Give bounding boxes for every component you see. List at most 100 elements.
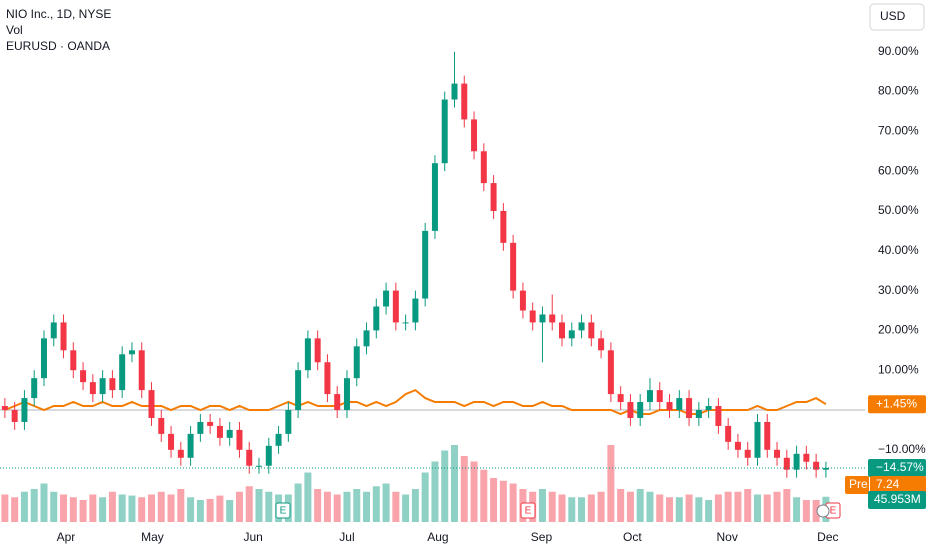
volume-bar bbox=[656, 494, 664, 522]
candle-body bbox=[705, 406, 712, 411]
premarket-tag bbox=[845, 476, 869, 494]
candle-body bbox=[461, 83, 468, 120]
volume-bar bbox=[50, 491, 58, 522]
candle-body bbox=[353, 346, 360, 379]
volume-bar bbox=[187, 497, 195, 522]
candle-body bbox=[187, 433, 194, 458]
candle-body bbox=[510, 242, 517, 291]
compare-last: +1.45% bbox=[876, 396, 917, 410]
candle-body bbox=[275, 433, 282, 446]
candle-body bbox=[500, 210, 507, 243]
candle-body bbox=[343, 378, 350, 411]
volume-bar bbox=[636, 489, 644, 522]
volume-bar bbox=[480, 469, 488, 522]
candle-body bbox=[109, 378, 116, 391]
currency-button[interactable] bbox=[869, 3, 925, 31]
currency[interactable]: USD bbox=[880, 9, 906, 23]
volume-bar bbox=[753, 494, 761, 522]
volume-last: 45.953M bbox=[874, 492, 921, 506]
candle-body bbox=[529, 310, 536, 323]
earnings-label[interactable]: E bbox=[280, 506, 287, 517]
volume-bar bbox=[304, 472, 312, 522]
x-tick-label: Jun bbox=[243, 530, 262, 544]
close-last-badge bbox=[868, 459, 926, 478]
y-tick-label: 50.00% bbox=[878, 203, 919, 217]
candle-body bbox=[256, 465, 263, 467]
candle-body bbox=[207, 421, 214, 426]
volume-bar bbox=[587, 494, 595, 522]
candle-body bbox=[627, 402, 634, 418]
candle-body bbox=[295, 370, 302, 411]
candle-body bbox=[392, 290, 399, 323]
candle-body bbox=[451, 83, 458, 100]
y-tick-label: 80.00% bbox=[878, 84, 919, 98]
candle-body bbox=[148, 390, 155, 418]
earnings-label[interactable]: E bbox=[525, 506, 532, 517]
y-tick-label: −10.00% bbox=[878, 442, 926, 456]
volume-bar bbox=[773, 491, 781, 522]
candle-body bbox=[80, 370, 87, 383]
y-tick-label: 90.00% bbox=[878, 44, 919, 58]
volume-bar bbox=[538, 489, 546, 522]
x-tick-label: Dec bbox=[817, 530, 838, 544]
compare-last-badge bbox=[868, 395, 926, 414]
candle-body bbox=[568, 330, 575, 339]
volume-bar bbox=[333, 494, 341, 522]
candle-body bbox=[158, 417, 165, 434]
volume-bar bbox=[617, 489, 625, 522]
volume-bar bbox=[353, 489, 361, 522]
volume-bar bbox=[744, 489, 752, 522]
earnings-marker[interactable] bbox=[275, 502, 291, 519]
volume-bar bbox=[69, 497, 77, 522]
y-tick-label: 20.00% bbox=[878, 323, 919, 337]
volume-bar bbox=[30, 489, 38, 522]
candle-body bbox=[617, 394, 624, 403]
volume-bar bbox=[714, 494, 722, 522]
compare-legend: EURUSD · OANDA bbox=[6, 39, 110, 53]
candle-body bbox=[734, 441, 741, 450]
volume-bar bbox=[372, 486, 380, 522]
candle-body bbox=[754, 421, 761, 458]
volume-bar bbox=[89, 494, 97, 522]
volume-bar bbox=[685, 494, 693, 522]
volume-bar bbox=[509, 483, 517, 522]
earnings-label[interactable]: E bbox=[830, 506, 837, 517]
candle-body bbox=[744, 449, 751, 458]
candle-body bbox=[793, 453, 800, 470]
candle-body bbox=[431, 163, 438, 231]
volume-bar bbox=[666, 497, 674, 522]
candle-body bbox=[539, 314, 546, 323]
event-icon[interactable] bbox=[816, 504, 830, 518]
earnings-marker[interactable] bbox=[520, 502, 536, 519]
candle-body bbox=[412, 298, 419, 323]
volume-bar bbox=[695, 497, 703, 522]
candle-body bbox=[373, 306, 380, 331]
candle-body bbox=[236, 429, 243, 450]
candle-body bbox=[637, 402, 644, 418]
volume-bar bbox=[802, 500, 810, 522]
x-tick-label: Aug bbox=[427, 530, 448, 544]
volume-bar bbox=[265, 491, 273, 522]
volume-bar bbox=[206, 498, 214, 522]
volume-bar bbox=[626, 491, 634, 522]
volume-bar bbox=[441, 450, 449, 522]
volume-bar bbox=[382, 483, 390, 522]
volume-bar bbox=[128, 495, 136, 522]
candle-body bbox=[383, 290, 390, 307]
volume-bar bbox=[167, 494, 175, 522]
volume-bar bbox=[196, 500, 204, 522]
candle-body bbox=[89, 382, 96, 395]
volume-last-badge bbox=[868, 491, 926, 509]
volume-bar bbox=[108, 491, 116, 522]
volume-bar bbox=[245, 486, 253, 522]
volume-bar bbox=[118, 494, 126, 522]
volume-bar bbox=[60, 494, 68, 522]
candle-body bbox=[588, 322, 595, 339]
y-tick-label: 60.00% bbox=[878, 163, 919, 177]
candle-body bbox=[490, 183, 497, 211]
volume-bar bbox=[763, 494, 771, 522]
y-tick-label: 40.00% bbox=[878, 243, 919, 257]
candle-body bbox=[695, 410, 702, 418]
candle-body bbox=[656, 390, 663, 403]
